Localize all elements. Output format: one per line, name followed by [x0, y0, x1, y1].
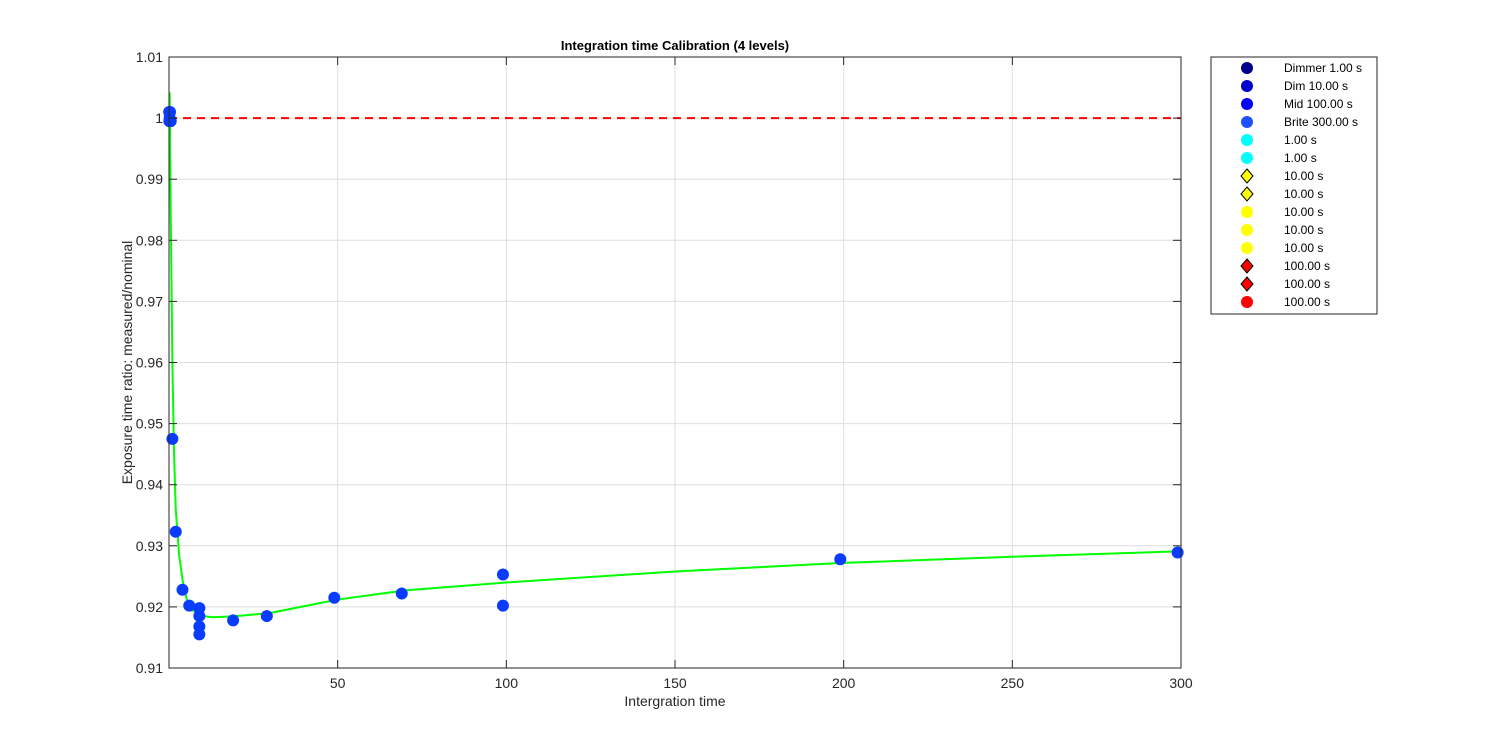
- y-tick-label: 0.97: [136, 293, 163, 309]
- data-point: [395, 587, 408, 600]
- data-point: [328, 591, 341, 604]
- legend-label: 10.00 s: [1284, 169, 1323, 183]
- data-point: [176, 583, 189, 596]
- legend-label: 1.00 s: [1284, 133, 1317, 147]
- legend-marker-diamond: [1240, 258, 1254, 274]
- x-tick-label: 200: [832, 675, 856, 691]
- y-tick-label: 1: [155, 110, 163, 126]
- data-point: [193, 610, 206, 623]
- legend-label: 10.00 s: [1284, 205, 1323, 219]
- legend-marker-circle: [1241, 134, 1253, 146]
- y-axis-label: Exposure time ratio: measured/nominal: [119, 241, 135, 485]
- legend-label: 10.00 s: [1284, 223, 1323, 237]
- data-point: [164, 105, 177, 118]
- data-point: [496, 599, 509, 612]
- legend-box: [1210, 56, 1378, 315]
- chart-title: Integration time Calibration (4 levels): [561, 38, 789, 53]
- data-point: [183, 599, 196, 612]
- legend-label: 10.00 s: [1284, 241, 1323, 255]
- legend-label: Dim 10.00 s: [1284, 79, 1348, 93]
- legend-marker-circle: [1241, 206, 1253, 218]
- x-tick-label: 300: [1169, 675, 1193, 691]
- x-tick-label: 100: [495, 675, 519, 691]
- y-tick-label: 0.95: [136, 416, 163, 432]
- data-point: [834, 553, 847, 566]
- x-axis-label: Intergration time: [624, 693, 725, 709]
- x-tick-label: 250: [1001, 675, 1025, 691]
- y-tick-label: 0.92: [136, 599, 163, 615]
- points-layer: [163, 105, 1184, 641]
- legend-marker-circle: [1241, 152, 1253, 164]
- data-point: [1171, 546, 1184, 559]
- legend-marker-circle: [1241, 116, 1253, 128]
- legend-label: 10.00 s: [1284, 187, 1323, 201]
- data-point: [260, 610, 273, 623]
- legend-label: 100.00 s: [1284, 277, 1330, 291]
- legend-label: Brite 300.00 s: [1284, 115, 1358, 129]
- legend-marker-diamond: [1240, 168, 1254, 184]
- legend-label: 100.00 s: [1284, 295, 1330, 309]
- legend-label: Dimmer 1.00 s: [1284, 61, 1362, 75]
- data-point: [169, 525, 182, 538]
- legend-marker-circle: [1241, 80, 1253, 92]
- legend-marker-circle: [1241, 98, 1253, 110]
- legend-marker-circle: [1241, 62, 1253, 74]
- data-point: [166, 432, 179, 445]
- y-tick-label: 0.99: [136, 171, 163, 187]
- y-tick-label: 0.91: [136, 660, 163, 676]
- data-point: [193, 628, 206, 641]
- grid: [169, 56, 1182, 669]
- legend-label: 1.00 s: [1284, 151, 1317, 165]
- data-point: [227, 614, 240, 627]
- legend-marker-circle: [1241, 296, 1253, 308]
- legend: Dimmer 1.00 s Dim 10.00 s Mid 100.00 s Brit…: [1210, 56, 1378, 315]
- legend-marker-circle: [1241, 224, 1253, 236]
- y-tick-label: 0.96: [136, 355, 163, 371]
- legend-label: 100.00 s: [1284, 259, 1330, 273]
- y-tick-label: 0.94: [136, 477, 163, 493]
- data-point: [496, 568, 509, 581]
- y-tick-label: 0.93: [136, 538, 163, 554]
- legend-label: Mid 100.00 s: [1284, 97, 1353, 111]
- data-point: [164, 115, 177, 128]
- ticks: 50 100 150 200 250 300 0.91 0.92 0.93 0.94 0.95 0.9…: [136, 49, 1193, 691]
- legend-marker-circle: [1241, 242, 1253, 254]
- y-tick-label: 1.01: [136, 49, 163, 65]
- x-tick-label: 50: [330, 675, 346, 691]
- legend-marker-diamond: [1240, 186, 1254, 202]
- legend-marker-diamond: [1240, 276, 1254, 292]
- x-tick-label: 150: [663, 675, 687, 691]
- y-tick-label: 0.98: [136, 232, 163, 248]
